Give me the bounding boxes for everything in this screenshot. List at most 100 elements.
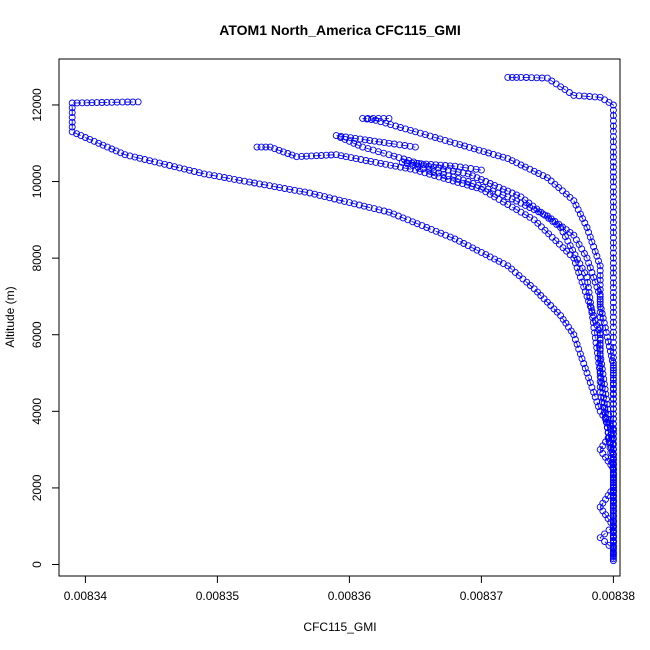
data-point (609, 364, 617, 372)
data-point (246, 178, 253, 186)
data-point (609, 213, 617, 221)
data-point (477, 166, 485, 174)
y-tick-label: 10000 (30, 165, 44, 199)
data-point (220, 174, 228, 181)
data-point (609, 188, 617, 196)
data-point (342, 153, 350, 161)
data-point (609, 420, 617, 428)
data-point (95, 139, 103, 147)
data-point (375, 138, 383, 146)
data-point (337, 152, 345, 160)
data-point (504, 155, 512, 163)
data-point (367, 157, 375, 165)
data-point (589, 319, 597, 327)
data-point (266, 182, 274, 190)
data-point (511, 268, 519, 276)
plot-area (68, 73, 617, 565)
data-point (575, 345, 583, 353)
data-point (491, 255, 499, 263)
data-point (382, 119, 390, 127)
data-point (392, 122, 400, 130)
data-point (596, 334, 604, 342)
data-point (467, 165, 475, 172)
data-point (609, 481, 617, 489)
data-point (275, 146, 283, 154)
x-tick-label: 0.00835 (196, 589, 240, 603)
data-point (596, 534, 604, 542)
data-point (427, 225, 435, 233)
data-point (598, 310, 606, 317)
data-point (572, 201, 580, 209)
data-point (609, 269, 617, 277)
data-point (362, 157, 370, 164)
data-point (205, 171, 213, 179)
data-point (571, 259, 579, 267)
data-point (316, 191, 324, 199)
y-tick-label: 0 (30, 561, 44, 568)
data-point (411, 143, 419, 151)
data-point (321, 193, 329, 201)
data-point (609, 527, 617, 535)
data-point (605, 410, 612, 418)
data-point (291, 186, 299, 194)
data-point (597, 355, 605, 363)
data-point (73, 99, 81, 107)
data-point (605, 415, 613, 423)
data-point (81, 134, 89, 141)
data-point (600, 375, 608, 383)
data-point (262, 143, 270, 151)
data-point (593, 252, 601, 260)
data-point (609, 318, 617, 326)
data-point (151, 158, 159, 166)
data-point (444, 172, 452, 180)
data-point (397, 124, 404, 131)
data-point (609, 338, 617, 346)
data-point (547, 302, 555, 309)
data-point (609, 538, 617, 545)
data-point (131, 153, 139, 161)
data-point (288, 151, 296, 159)
data-point (68, 118, 76, 126)
data-point (473, 174, 481, 182)
data-point (475, 146, 483, 154)
data-point (451, 162, 459, 170)
data-point (609, 229, 617, 237)
data-point (543, 174, 551, 182)
data-point (185, 166, 193, 174)
data-point (124, 98, 132, 106)
data-point (588, 269, 596, 276)
data-point (609, 374, 617, 382)
data-point (427, 161, 435, 168)
data-point (609, 497, 617, 505)
data-point (401, 142, 409, 149)
data-point (545, 230, 553, 238)
data-point (390, 210, 398, 218)
data-point (286, 185, 294, 193)
data-point (73, 130, 81, 138)
series-1-trace (257, 146, 614, 557)
data-point (398, 158, 406, 166)
data-point (609, 369, 617, 377)
data-point (146, 157, 154, 165)
data-point (464, 170, 472, 178)
data-point (588, 238, 596, 246)
data-point (592, 339, 600, 347)
data-point (364, 114, 372, 122)
data-point (588, 383, 596, 391)
data-point (609, 224, 617, 231)
data-point (521, 163, 529, 171)
data-point (293, 153, 301, 161)
data-point (589, 314, 597, 322)
data-point (513, 197, 521, 205)
data-point (535, 170, 543, 177)
data-point (367, 116, 375, 124)
data-point (141, 156, 149, 163)
data-point (607, 431, 615, 438)
data-point (347, 134, 355, 142)
data-point (454, 175, 462, 183)
data-point (504, 73, 512, 81)
data-point (482, 178, 490, 185)
data-point (601, 324, 609, 332)
data-point (485, 149, 493, 157)
